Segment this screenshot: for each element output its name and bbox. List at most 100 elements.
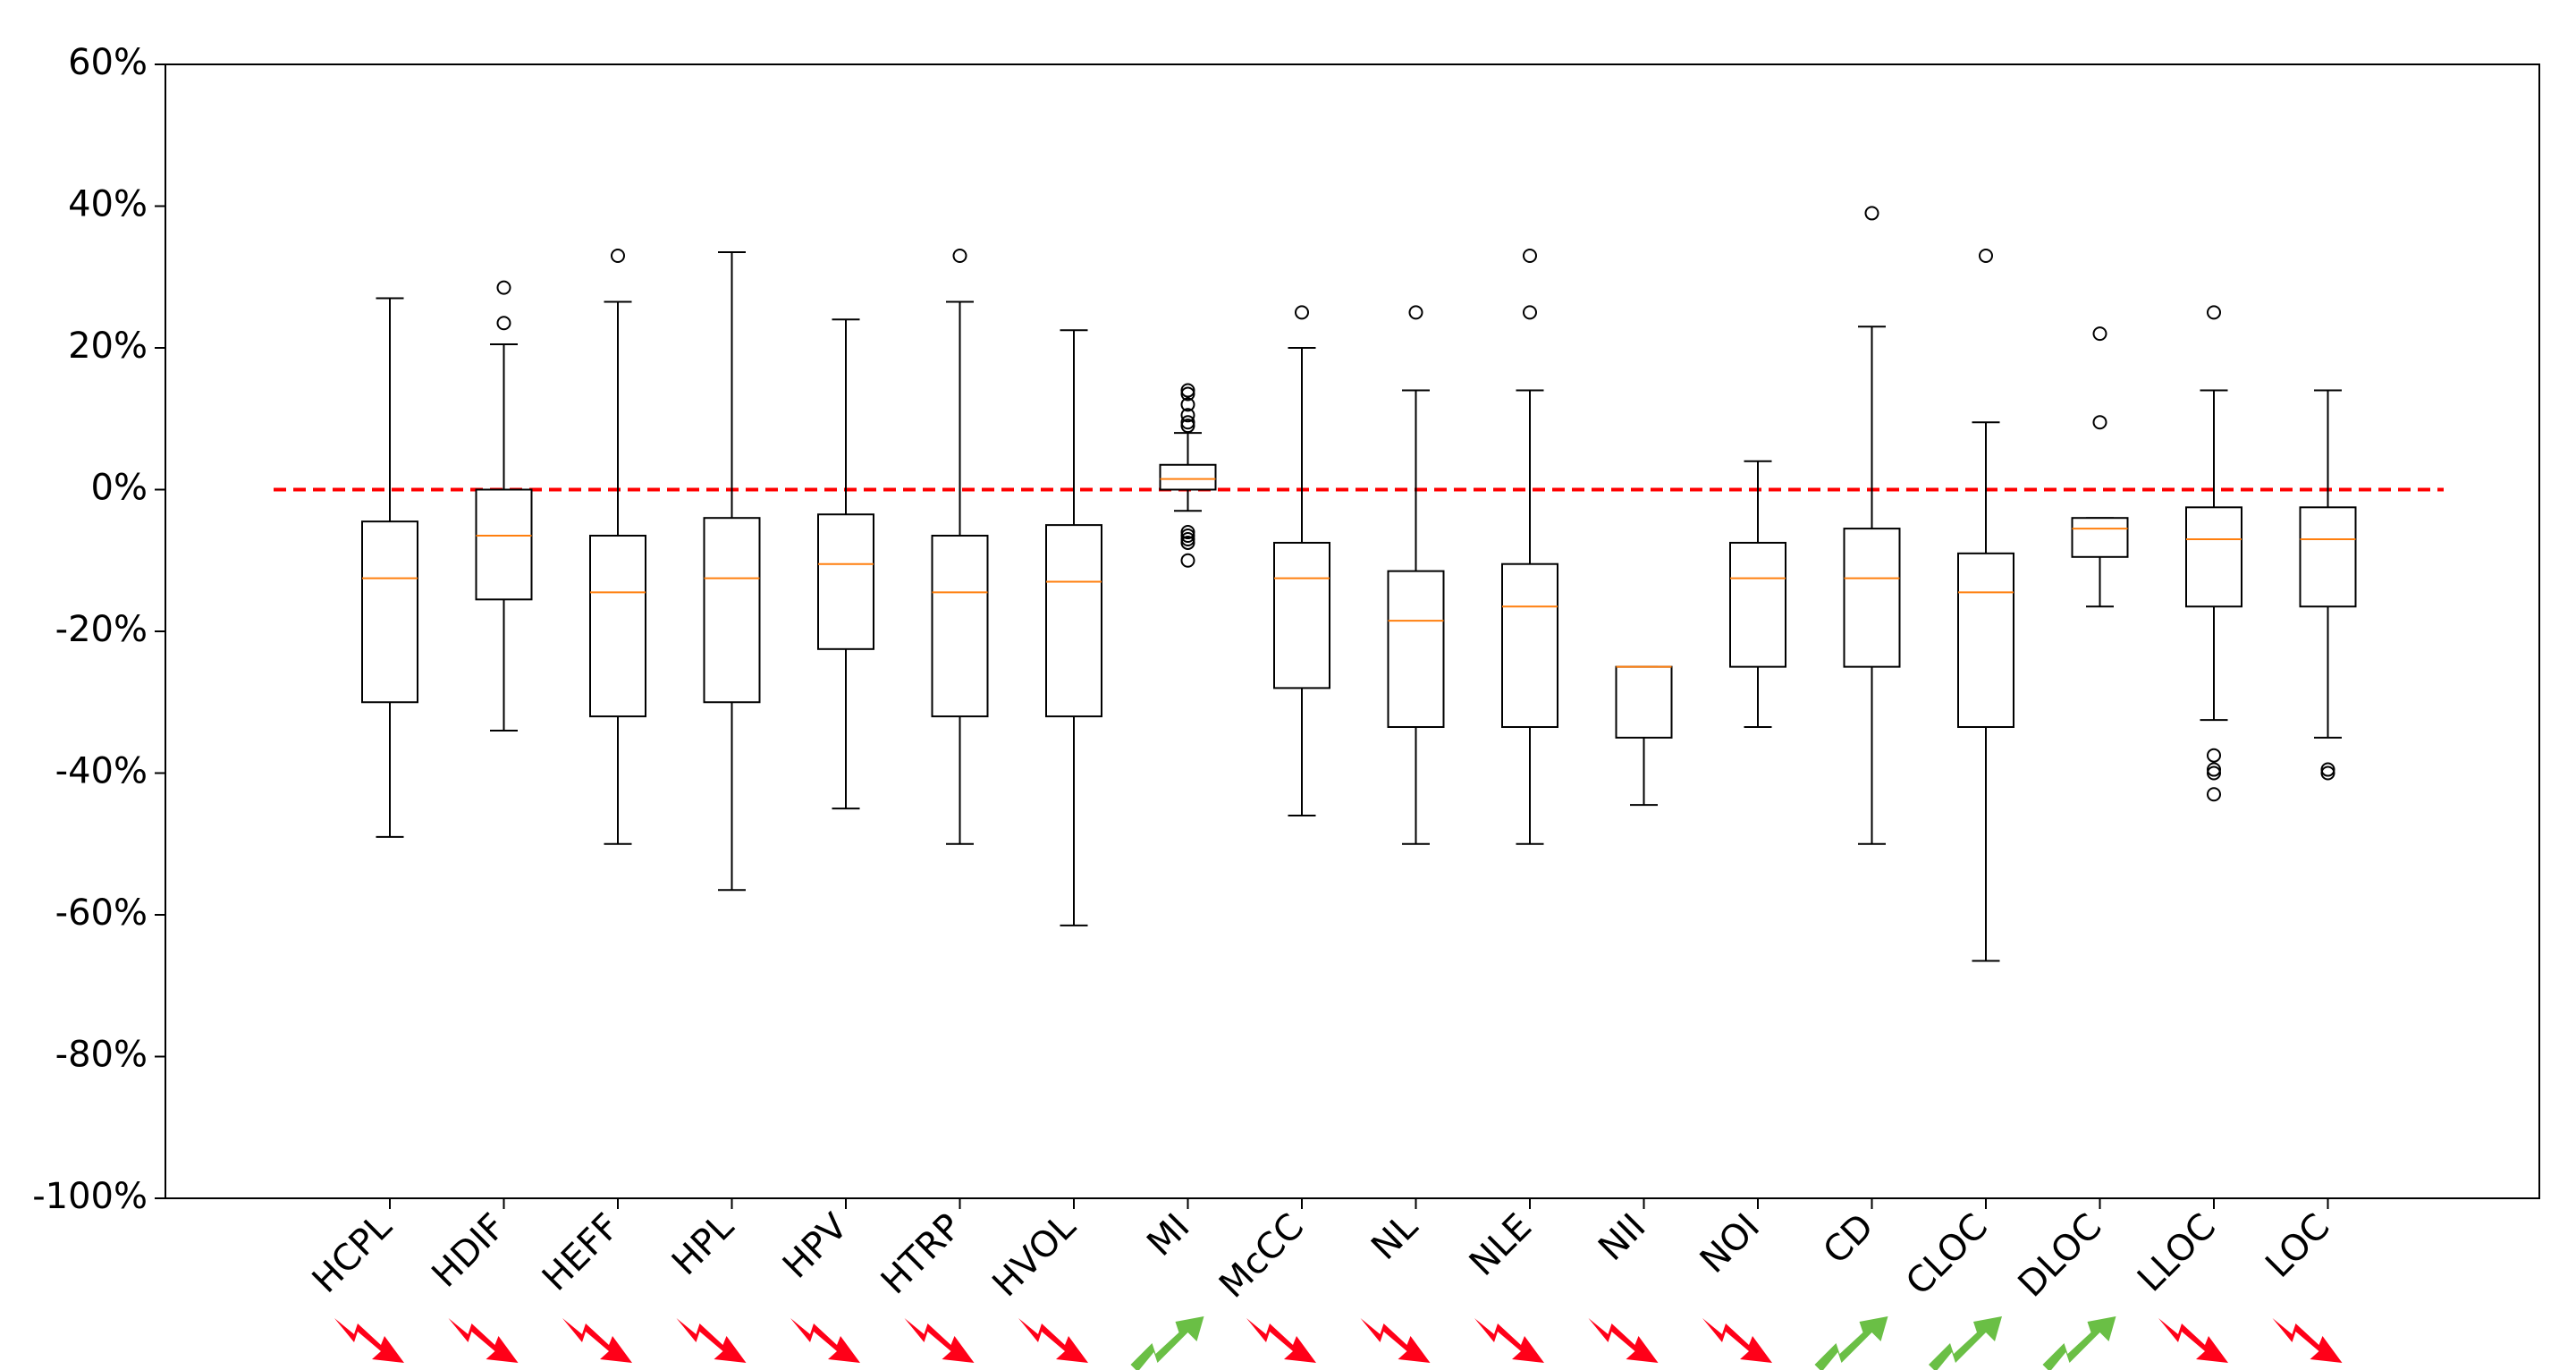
trend-down-arrow-icon	[2158, 1318, 2228, 1363]
outlier-point	[2207, 305, 2221, 320]
outlier-point	[1180, 525, 1195, 540]
outlier-point	[2320, 762, 2335, 777]
trend-down-arrow-icon	[676, 1318, 747, 1363]
outlier-point	[2320, 765, 2335, 781]
box-DLOC	[2071, 326, 2129, 608]
box-HPV	[817, 318, 874, 810]
x-tick-label: HPL	[664, 1205, 742, 1283]
trend-down-arrow-icon	[1588, 1318, 1659, 1363]
y-tick-label: -100%	[32, 1176, 148, 1217]
trend-arrows	[334, 1316, 2343, 1370]
trend-down-arrow-icon	[448, 1318, 519, 1363]
trend-up-arrow-icon	[1929, 1316, 2002, 1370]
iqr-box	[2185, 506, 2242, 608]
iqr-box	[1957, 552, 2014, 728]
y-axis: 60% 40% 20% 0% -20% -40% -60% -80% -100%	[32, 42, 165, 1217]
iqr-box	[1843, 528, 1901, 668]
trend-down-arrow-icon	[904, 1318, 975, 1363]
outlier-point	[1180, 553, 1195, 568]
y-tick-label: 60%	[68, 42, 148, 83]
trend-down-arrow-icon	[334, 1318, 404, 1363]
x-tick-label: CLOC	[1898, 1206, 1996, 1304]
outlier-point	[1180, 408, 1195, 423]
outlier-point	[496, 280, 511, 295]
plot-area	[165, 63, 2540, 1199]
outlier-point	[2092, 415, 2107, 430]
trend-down-arrow-icon	[1474, 1318, 1544, 1363]
y-tick-label: 0%	[91, 468, 148, 509]
box-series	[361, 206, 2357, 962]
box-McCC	[1273, 305, 1330, 817]
iqr-box	[817, 513, 874, 650]
outlier-point	[1979, 248, 1993, 263]
y-tick-label: 40%	[68, 184, 148, 225]
y-tick-label: -20%	[55, 609, 148, 650]
y-tick-label: 20%	[68, 326, 148, 367]
iqr-box	[1159, 463, 1217, 491]
outlier-point	[2207, 787, 2221, 802]
iqr-box	[589, 535, 646, 718]
outlier-point	[1180, 529, 1195, 544]
outlier-point	[1295, 305, 1309, 320]
x-tick-label: MI	[1139, 1206, 1197, 1264]
x-tick-label: HVOL	[984, 1205, 1084, 1305]
outlier-point	[496, 316, 511, 331]
box-HCPL	[361, 297, 418, 838]
outlier-point	[1864, 206, 1879, 221]
iqr-box	[1729, 541, 1786, 668]
y-tick-label: -60%	[55, 892, 148, 934]
box-HPL	[703, 251, 761, 892]
outlier-point	[1180, 419, 1195, 434]
x-tick-label: NL	[1364, 1205, 1426, 1268]
trend-down-arrow-icon	[1018, 1318, 1088, 1363]
x-tick-label: NLE	[1462, 1206, 1540, 1284]
trend-down-arrow-icon	[1246, 1318, 1316, 1363]
outlier-point	[1523, 305, 1537, 320]
trend-up-arrow-icon	[1814, 1316, 1888, 1370]
outlier-point	[1408, 305, 1423, 320]
box-NOI	[1729, 460, 1786, 728]
box-NLE	[1501, 248, 1558, 845]
outlier-point	[1180, 386, 1195, 402]
trend-down-arrow-icon	[562, 1318, 632, 1363]
trend-down-arrow-icon	[790, 1318, 860, 1363]
trend-down-arrow-icon	[2272, 1318, 2343, 1363]
outlier-point	[1180, 535, 1195, 550]
outlier-point	[2207, 765, 2221, 781]
iqr-box	[1387, 570, 1445, 728]
x-tick-label: HDIF	[424, 1206, 513, 1296]
box-LOC	[2299, 389, 2357, 781]
outlier-point	[1180, 383, 1195, 398]
x-tick-label: HCPL	[305, 1205, 401, 1301]
x-tick-label: NII	[1591, 1206, 1653, 1269]
outlier-point	[952, 248, 967, 263]
iqr-box	[2071, 517, 2129, 558]
outlier-point	[2207, 748, 2221, 763]
iqr-box	[1273, 541, 1330, 689]
iqr-box	[361, 520, 418, 704]
trend-up-arrow-icon	[1130, 1316, 1204, 1370]
x-tick-label: CD	[1816, 1206, 1882, 1273]
box-HVOL	[1045, 329, 1102, 926]
y-tick-label: -80%	[55, 1035, 148, 1076]
box-NL	[1387, 305, 1445, 845]
box-HDIF	[475, 280, 533, 732]
outlier-point	[1180, 415, 1195, 430]
x-tick-label: NOI	[1693, 1206, 1768, 1281]
box-NII	[1615, 665, 1673, 807]
iqr-box	[1501, 562, 1558, 728]
iqr-box	[1045, 524, 1102, 718]
x-tick-label: LLOC	[2130, 1206, 2224, 1300]
outlier-point	[611, 248, 625, 263]
iqr-box	[703, 517, 761, 704]
box-MI	[1159, 383, 1217, 568]
y-tick-label: -40%	[55, 751, 148, 792]
iqr-box	[1615, 665, 1673, 739]
x-tick-label: DLOC	[2011, 1206, 2110, 1306]
outlier-point	[1180, 531, 1195, 546]
box-CLOC	[1957, 248, 2014, 962]
iqr-box	[475, 488, 533, 601]
x-tick-label: LOC	[2258, 1206, 2337, 1286]
outlier-point	[1180, 397, 1195, 412]
